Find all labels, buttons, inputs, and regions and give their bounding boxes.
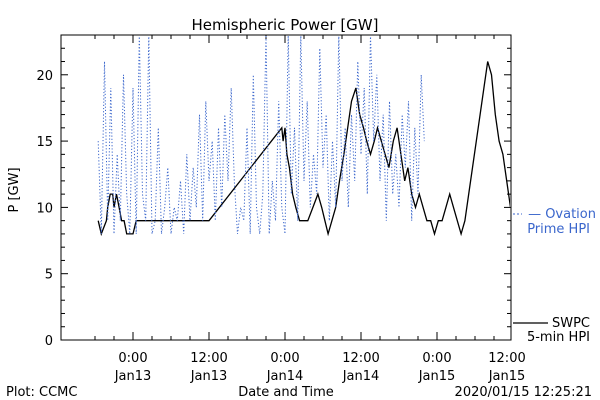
- footer-plot-source: Plot: CCMC: [6, 385, 77, 400]
- series-line-ovation: [97, 36, 425, 235]
- y-tick-label: 0: [45, 334, 53, 349]
- x-tick-label-time: 12:00: [488, 351, 525, 366]
- legend-label-swpc-line1: SWPC: [552, 316, 590, 331]
- x-tick-label-date: Jan13: [114, 369, 152, 384]
- x-tick-label-date: Jan13: [190, 369, 228, 384]
- chart-title: Hemispheric Power [GW]: [192, 16, 379, 34]
- x-axis-label: Date and Time: [238, 385, 334, 400]
- y-tick-label: 15: [36, 135, 53, 150]
- y-tick-label: 10: [36, 201, 53, 216]
- x-tick-label-time: 0:00: [118, 351, 147, 366]
- y-tick-label: 5: [45, 268, 53, 283]
- footer-timestamp: 2020/01/15 12:25:21: [455, 385, 592, 400]
- x-tick-label-date: Jan15: [488, 369, 526, 384]
- y-tick-label: 20: [36, 69, 53, 84]
- x-tick-label-time: 0:00: [270, 351, 299, 366]
- x-tick-label-time: 12:00: [342, 351, 379, 366]
- legend-label-ovation-line2: Prime HPI: [527, 222, 590, 237]
- plot-frame: [60, 34, 512, 341]
- series-line-swpc: [97, 61, 510, 237]
- x-tick-label-time: 0:00: [422, 351, 451, 366]
- x-tick-label-date: Jan15: [418, 369, 456, 384]
- y-axis-label: P [GW]: [7, 167, 22, 212]
- legend-label-ovation-line1: — Ovation: [528, 207, 596, 222]
- legend-label-swpc-line2: 5-min HPI: [527, 330, 590, 345]
- series-layer: [97, 36, 510, 237]
- x-tick-label-date: Jan14: [342, 369, 380, 384]
- x-tick-label-time: 12:00: [190, 351, 227, 366]
- x-axis-ticks: 0:00 Jan13 12:00 Jan13 0:00 Jan14 12:00 Jan14 0:…: [94, 35, 526, 384]
- y-axis-ticks: 0 5 10 15 20: [36, 34, 511, 349]
- x-tick-label-date: Jan14: [266, 369, 304, 384]
